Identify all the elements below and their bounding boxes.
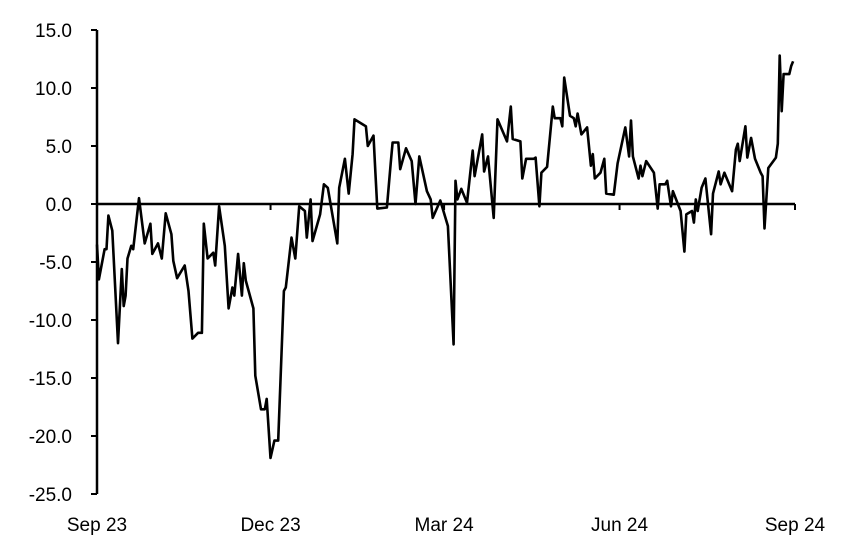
y-tick-label: -15.0	[29, 369, 72, 390]
series-group	[95, 54, 795, 460]
series-line	[95, 54, 795, 460]
y-tick-label: 5.0	[46, 137, 72, 158]
y-tick-label: 15.0	[35, 21, 72, 42]
y-axis: 15.0 10.0 5.0 0.0 -5.0 -10.0 -15.0 -20.0 -25.0	[29, 21, 99, 506]
x-axis: Sep 23 Dec 23 Mar 24 Jun 24 Sep 24	[67, 202, 826, 536]
y-tick-label: 0.0	[46, 195, 72, 216]
y-tick-label: -5.0	[39, 253, 72, 274]
y-tick-label: 10.0	[35, 79, 72, 100]
y-tick-label: -20.0	[29, 427, 72, 448]
x-tick-label: Sep 23	[67, 515, 127, 536]
x-tick-label: Mar 24	[415, 515, 475, 536]
y-tick-label: -10.0	[29, 311, 72, 332]
y-tick-label: -25.0	[29, 485, 72, 506]
x-tick-label: Sep 24	[765, 515, 826, 536]
x-tick-label: Dec 23	[240, 515, 300, 536]
x-tick-label: Jun 24	[591, 515, 648, 536]
